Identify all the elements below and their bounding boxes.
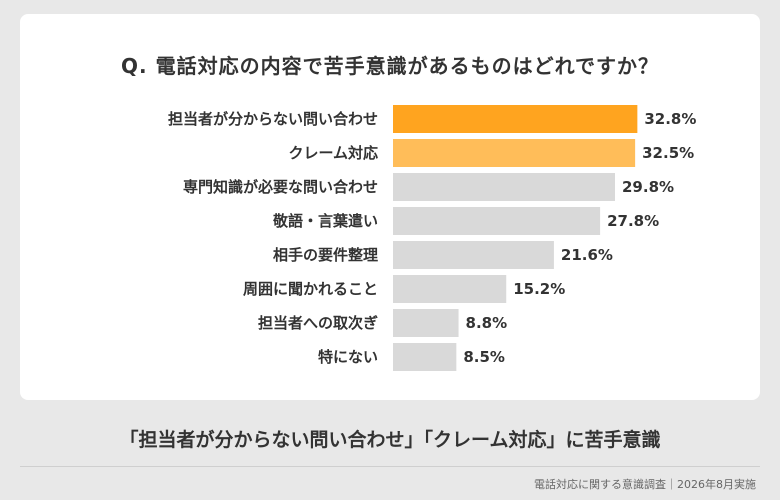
category-label: 相手の要件整理: [273, 246, 378, 264]
bar: [393, 139, 636, 167]
value-label: 32.5%: [642, 144, 694, 162]
value-label: 32.8%: [644, 110, 696, 128]
value-label: 8.8%: [466, 314, 508, 332]
chart-card: Q. 電話対応の内容で苦手意識があるものはどれですか？ 担当者が分からない問い合…: [20, 14, 760, 400]
question-title: Q. 電話対応の内容で苦手意識があるものはどれですか？: [121, 54, 659, 78]
category-label: 担当者への取次ぎ: [258, 314, 378, 332]
bar: [393, 105, 638, 133]
category-label: クレーム対応: [288, 144, 378, 162]
divider: [20, 466, 760, 467]
bar: [393, 343, 457, 371]
bar: [393, 275, 507, 303]
value-label: 8.5%: [463, 348, 505, 366]
category-label: 周囲に聞かれること: [243, 280, 378, 298]
value-label: 15.2%: [513, 280, 565, 298]
category-label: 敬語・言葉遣い: [272, 212, 378, 230]
category-label: 特にない: [318, 348, 378, 366]
bar: [393, 241, 554, 269]
value-label: 27.8%: [607, 212, 659, 230]
bar: [393, 207, 601, 235]
value-label: 21.6%: [561, 246, 613, 264]
headline: 「担当者が分からない問い合わせ」「クレーム対応」に苦手意識: [119, 429, 661, 451]
value-label: 29.8%: [622, 178, 674, 196]
bar-chart: 担当者が分からない問い合わせ 32.8% クレーム対応 32.5% 専門知識が必要な問い…: [168, 105, 696, 371]
category-label: 専門知識が必要な問い合わせ: [183, 178, 378, 196]
bar: [393, 173, 616, 201]
bar: [393, 309, 459, 337]
source-note: 電話対応に関する意識調査｜2026年8月実施: [534, 478, 756, 491]
category-label: 担当者が分からない問い合わせ: [168, 110, 378, 128]
